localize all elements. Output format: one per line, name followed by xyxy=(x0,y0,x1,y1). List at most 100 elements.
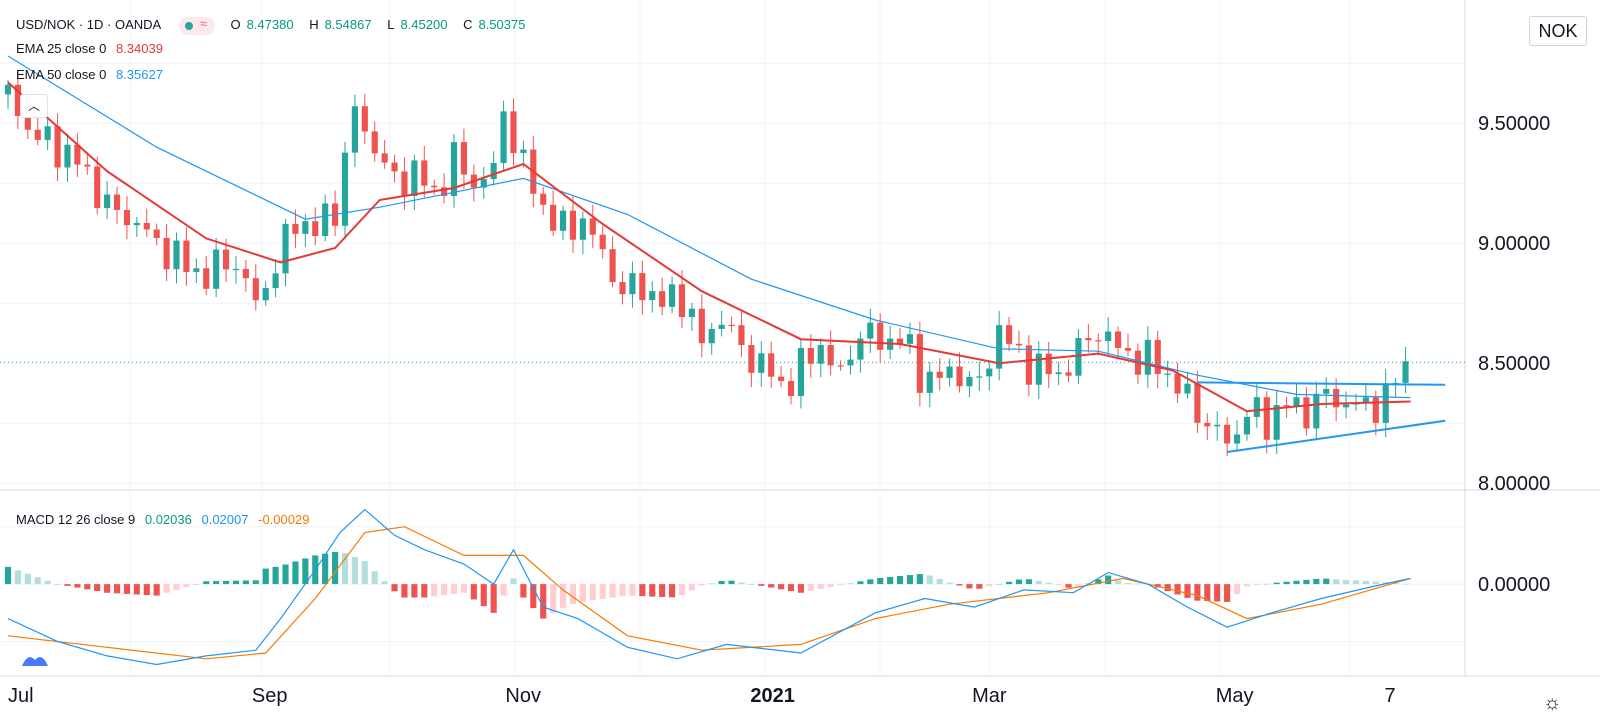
histogram-bar xyxy=(926,575,933,585)
trendlines xyxy=(1197,381,1446,453)
ohlc-close: C 8.50375 xyxy=(463,17,526,33)
histogram-bar xyxy=(649,584,656,597)
candle-body xyxy=(877,322,884,350)
histogram-bar xyxy=(807,584,814,591)
candle-body xyxy=(1342,404,1350,408)
histogram-bar xyxy=(1025,579,1032,585)
currency-button[interactable]: NOK xyxy=(1529,16,1587,46)
time-tick-label: Nov xyxy=(505,685,541,707)
candle-body xyxy=(441,187,448,196)
histogram-bar xyxy=(1323,578,1330,585)
tradingview-logo-icon[interactable] xyxy=(20,650,50,670)
histogram-bar xyxy=(421,584,428,598)
histogram-bar xyxy=(1095,579,1102,585)
ohlc-open: O 8.47380 xyxy=(230,17,294,33)
candle-body xyxy=(976,376,983,378)
candle-body xyxy=(431,185,438,188)
histogram-bar xyxy=(441,584,448,596)
histogram-bar xyxy=(1253,584,1260,586)
histogram-bar xyxy=(817,584,824,589)
candle-body xyxy=(1154,339,1161,374)
histogram-bar xyxy=(123,584,131,594)
candle-body xyxy=(1214,424,1221,427)
symbol-title[interactable]: USD/NOK · 1D · OANDA xyxy=(16,17,162,33)
histogram-bar xyxy=(302,558,309,585)
candle-body xyxy=(1303,397,1310,429)
candle-body xyxy=(1263,397,1270,440)
histogram-bar xyxy=(916,574,923,585)
histogram-bar xyxy=(1402,583,1409,585)
histogram-bar xyxy=(104,584,111,593)
histogram-bar xyxy=(639,584,646,597)
candle-body xyxy=(1055,372,1062,375)
histogram-bar xyxy=(163,584,170,593)
candle-body xyxy=(213,249,220,289)
candle-body xyxy=(619,282,626,295)
macd-histogram xyxy=(4,551,1409,619)
candle-body xyxy=(322,203,329,237)
candle-body xyxy=(252,278,259,301)
histogram-bar xyxy=(1362,580,1369,585)
histogram-bar xyxy=(500,584,507,596)
candle-body xyxy=(1184,383,1191,394)
candle-body xyxy=(678,284,686,318)
candle-body xyxy=(986,368,993,377)
histogram-bar xyxy=(728,580,735,585)
histogram-bar xyxy=(252,580,259,585)
histogram-bar xyxy=(659,584,666,597)
histogram-bar xyxy=(1164,584,1171,592)
candle-body xyxy=(1233,434,1241,444)
candle-body xyxy=(1164,373,1171,375)
histogram-bar xyxy=(708,583,715,585)
histogram-bar xyxy=(322,553,329,585)
macd-tick-label: 0.00000 xyxy=(1478,574,1550,596)
candle-body xyxy=(1333,388,1340,408)
macd-legend[interactable]: MACD 12 26 close 9 0.02036 0.02007 -0.00… xyxy=(16,512,315,527)
histogram-bar xyxy=(1263,583,1270,585)
histogram-bar xyxy=(1184,584,1191,598)
market-status-badge: ≈ xyxy=(178,16,215,35)
ema50-label: EMA 50 close 0 xyxy=(16,67,107,82)
histogram-bar xyxy=(371,571,378,585)
histogram-bar xyxy=(1204,584,1211,602)
price-tick-label: 9.50000 xyxy=(1478,113,1550,135)
ema50-value: 8.35627 xyxy=(115,67,163,82)
candle-body xyxy=(411,160,418,196)
price-tick-label: 8.00000 xyxy=(1478,473,1550,495)
histogram-bar xyxy=(480,584,487,607)
histogram-bar xyxy=(540,584,547,619)
time-tick-label: Sep xyxy=(252,685,288,707)
candle-body xyxy=(34,129,41,140)
ema25-label: EMA 25 close 0 xyxy=(16,41,107,56)
histogram-bar xyxy=(1065,584,1072,588)
ema25-legend[interactable]: EMA 25 close 0 8.34039 xyxy=(16,41,169,56)
histogram-bar xyxy=(351,557,358,585)
collapse-legend-button[interactable]: ︿ xyxy=(20,94,48,118)
histogram-bar xyxy=(4,566,12,585)
histogram-bar xyxy=(113,584,121,594)
candle-body xyxy=(1124,347,1132,351)
histogram-bar xyxy=(609,584,616,598)
ema50-legend[interactable]: EMA 50 close 0 8.35627 xyxy=(16,67,169,82)
histogram-bar xyxy=(1045,582,1052,585)
histogram-bar xyxy=(510,578,517,585)
candle-body xyxy=(847,359,854,366)
histogram-bar xyxy=(153,584,160,596)
time-tick-label: May xyxy=(1216,685,1254,707)
histogram-bar xyxy=(896,575,904,585)
ohlc-low: L 8.45200 xyxy=(387,17,448,33)
histogram-bar xyxy=(837,584,844,586)
histogram-bar xyxy=(1075,584,1082,587)
histogram-bar xyxy=(768,584,775,588)
histogram-bar xyxy=(1342,579,1350,585)
candle-body xyxy=(916,334,923,393)
candle-body xyxy=(837,365,844,367)
histogram-bar xyxy=(1273,582,1280,585)
gear-icon[interactable]: ☼ xyxy=(1543,692,1562,714)
candle-body xyxy=(579,218,586,240)
histogram-bar xyxy=(24,573,31,585)
histogram-bar xyxy=(1224,584,1231,602)
candle-body xyxy=(113,194,121,210)
histogram-bar xyxy=(559,584,567,608)
